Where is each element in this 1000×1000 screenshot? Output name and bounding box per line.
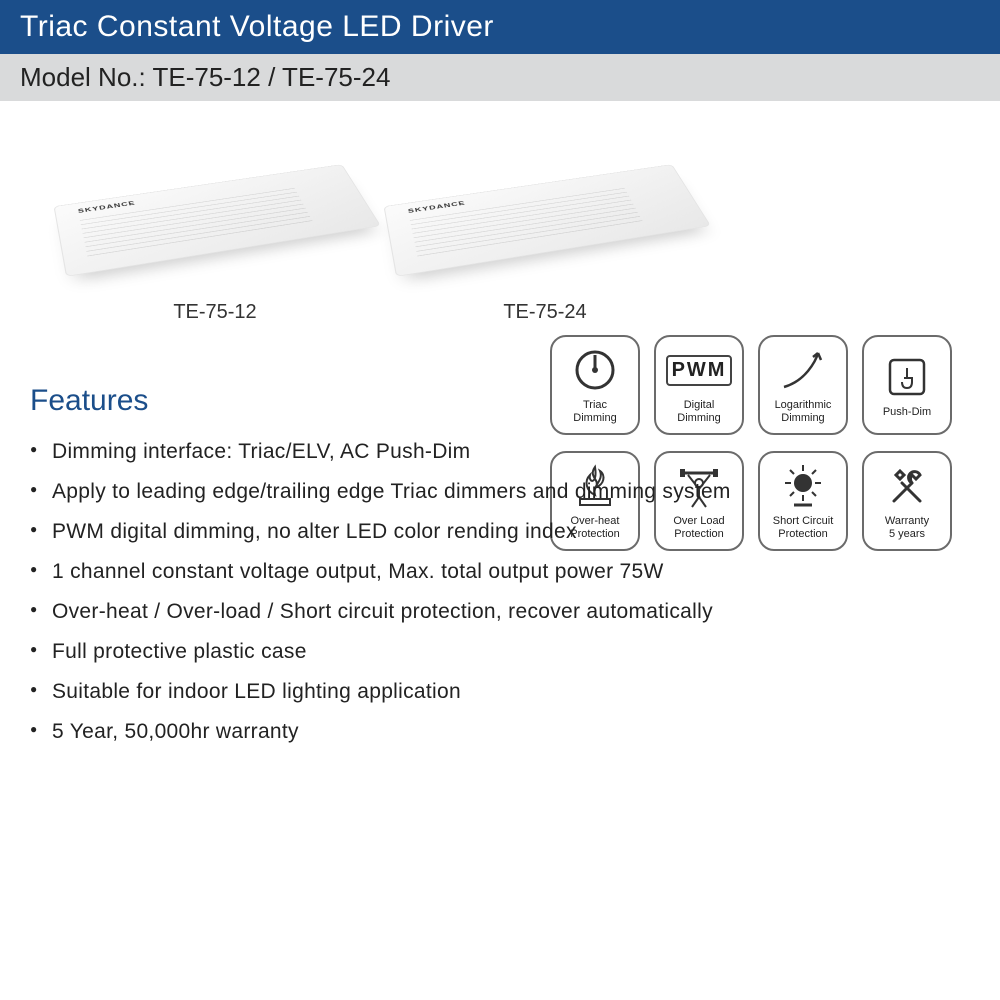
feature-item: Suitable for indoor LED lighting applica… — [30, 680, 970, 704]
page-title: Triac Constant Voltage LED Driver — [20, 10, 494, 43]
model-number: Model No.: TE-75-12 / TE-75-24 — [20, 62, 390, 92]
features-section: Features Dimming interface: Triac/ELV, A… — [0, 384, 1000, 744]
product-label: TE-75-24 — [503, 301, 586, 324]
feature-item: PWM digital dimming, no alter LED color … — [30, 520, 970, 544]
product-te-75-24: TE-75-24 — [390, 161, 700, 324]
feature-item: Over-heat / Over-load / Short circuit pr… — [30, 600, 970, 624]
page-title-bar: Triac Constant Voltage LED Driver — [0, 0, 1000, 54]
device-image-te-75-12 — [54, 164, 381, 277]
feature-item: Full protective plastic case — [30, 640, 970, 664]
model-number-bar: Model No.: TE-75-12 / TE-75-24 — [0, 54, 1000, 101]
device-image-te-75-24 — [384, 164, 711, 277]
product-label: TE-75-12 — [173, 301, 256, 324]
features-list: Dimming interface: Triac/ELV, AC Push-Di… — [30, 440, 970, 744]
product-images-row: TE-75-12 TE-75-24 — [0, 101, 1000, 334]
features-heading: Features — [30, 384, 970, 418]
feature-item: Dimming interface: Triac/ELV, AC Push-Di… — [30, 440, 970, 464]
feature-item: 5 Year, 50,000hr warranty — [30, 720, 970, 744]
feature-item: Apply to leading edge/trailing edge Tria… — [30, 480, 970, 504]
feature-item: 1 channel constant voltage output, Max. … — [30, 560, 970, 584]
product-te-75-12: TE-75-12 — [60, 161, 370, 324]
